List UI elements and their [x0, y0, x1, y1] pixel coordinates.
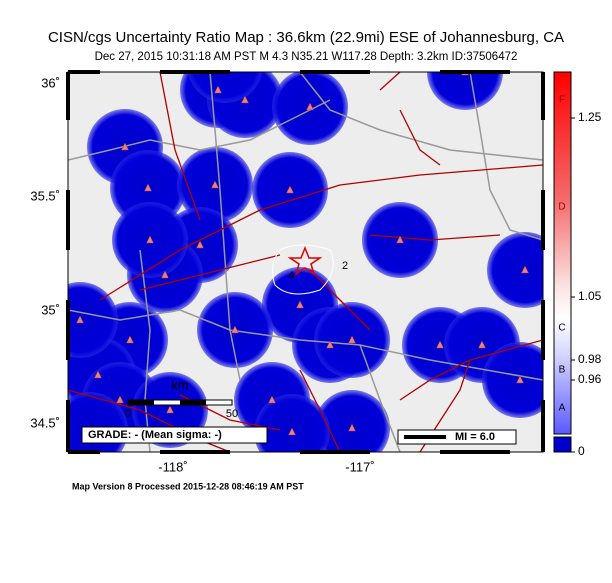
lon-label: -117˚: [345, 459, 374, 474]
station: [214, 85, 222, 94]
station: [231, 325, 239, 334]
contour-label: 4: [288, 270, 294, 282]
subtitle: Dec 27, 2015 10:31:18 AM PST M 4.3 N35.2…: [95, 51, 518, 63]
colorbar-labels: F 1.25 D 1.05 C 0.98 B 0.96 A 0: [558, 95, 601, 459]
station: [286, 185, 294, 194]
intensity-key: MI = 6.0: [455, 431, 495, 443]
station: [348, 335, 356, 344]
colorbar-zero: [553, 436, 572, 453]
frame-ticks: [66, 70, 545, 454]
scale-end: 50: [226, 408, 238, 420]
grade: GRADE: - (Mean sigma: -): [88, 429, 222, 441]
grade-box: [81, 426, 268, 444]
coverage-blob: [68, 282, 118, 358]
station: [211, 180, 219, 189]
lon-label: -118˚: [158, 459, 187, 474]
coverage-blob: [482, 342, 543, 418]
coverage-blob: [254, 394, 330, 452]
lat-label: 36˚: [41, 75, 60, 90]
station: [94, 370, 102, 379]
contour-label: 2: [342, 260, 348, 272]
station: [76, 315, 84, 324]
station: [326, 340, 334, 349]
station: [288, 427, 296, 436]
epicenter: [287, 245, 323, 276]
station: [296, 300, 304, 309]
scale-start: 0: [125, 408, 131, 420]
station: [306, 102, 314, 111]
coverage-blob: [187, 72, 263, 103]
station: [146, 235, 154, 244]
colorbar-label: A: [559, 403, 566, 414]
station: [436, 340, 444, 349]
station: [126, 335, 134, 344]
coverage-blob: [487, 232, 543, 308]
lat-label: 35˚: [41, 302, 60, 317]
lat-label: 34.5˚: [30, 415, 60, 430]
colorbar-label: 0.98: [578, 352, 602, 366]
station: [396, 235, 404, 244]
station: [268, 395, 276, 404]
colorbar-label: 0.96: [578, 372, 602, 386]
station: [196, 240, 204, 249]
title: CISN/cgs Uncertainty Ratio Map : 36.6km …: [48, 29, 564, 46]
colorbar-label: 1.05: [578, 289, 602, 303]
lat-labels: 36˚ 35.5˚ 35˚ 34.5˚ -118˚ -117˚: [30, 75, 374, 474]
contour: [271, 244, 334, 295]
station: [161, 270, 169, 279]
station: [241, 95, 249, 104]
station: [478, 340, 486, 349]
colorbar-label: 0: [578, 444, 585, 458]
colorbar-label: 1.25: [578, 110, 602, 124]
colorbar-label: F: [559, 95, 565, 106]
coverage-blob: [427, 72, 503, 110]
map-area: 4 2 km 0 50 GRADE: - (Mean sigma: -) MI …: [68, 72, 543, 452]
colorbar-label: C: [558, 323, 565, 334]
station: [521, 265, 529, 274]
lat-label: 35.5˚: [30, 188, 60, 203]
key-box: [397, 429, 517, 445]
colorbar-label: D: [558, 202, 565, 213]
station: [144, 183, 152, 192]
scale-bar: [128, 400, 154, 405]
colorbar-label: B: [559, 365, 566, 376]
station: [166, 405, 174, 414]
colorbar: [553, 71, 572, 435]
station: [121, 142, 129, 151]
coverage: [68, 72, 543, 452]
footer: Map Version 8 Processed 2015-12-28 08:46…: [72, 481, 304, 491]
scale-bar: [180, 400, 206, 405]
station: [516, 375, 524, 384]
station: [116, 395, 124, 404]
station: [348, 423, 356, 432]
scale-unit: km: [171, 377, 188, 392]
